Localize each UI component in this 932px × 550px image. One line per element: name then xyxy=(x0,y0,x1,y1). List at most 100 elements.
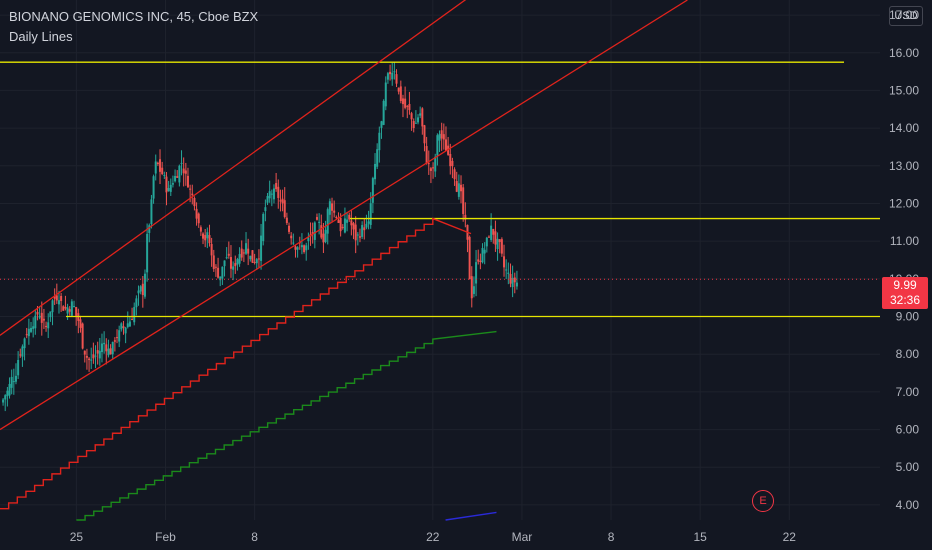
candle-body xyxy=(212,255,215,269)
candle-body xyxy=(475,262,478,284)
candle-body xyxy=(242,252,245,254)
candle-body xyxy=(268,191,271,199)
indicator-label[interactable]: Daily Lines xyxy=(9,29,73,44)
candle-body xyxy=(393,71,396,73)
candle-body xyxy=(245,243,248,254)
candle-body xyxy=(404,98,407,108)
candle-body xyxy=(139,286,142,292)
candle-body xyxy=(10,376,13,388)
candle-body xyxy=(457,183,460,197)
candle-body xyxy=(81,323,84,349)
candle-body xyxy=(331,203,334,211)
candle-body xyxy=(208,235,211,244)
x-tick-label: 8 xyxy=(251,530,258,544)
candle-body xyxy=(159,159,162,172)
candle-body xyxy=(12,381,15,383)
candle-body xyxy=(85,355,88,358)
candle-body xyxy=(462,187,465,214)
candle-body xyxy=(73,306,76,308)
candle-body xyxy=(505,269,508,271)
candle-body xyxy=(219,276,222,281)
candle-body xyxy=(311,232,314,235)
candle-body xyxy=(124,327,127,334)
candle-body xyxy=(485,237,488,247)
candle-body xyxy=(251,250,254,263)
candle-body xyxy=(350,220,353,226)
candle-body xyxy=(141,283,144,295)
candle-body xyxy=(296,247,299,250)
candle-body xyxy=(189,188,192,190)
candle-body xyxy=(103,342,106,345)
candle-body xyxy=(492,228,495,235)
y-tick-label: 8.00 xyxy=(896,347,920,361)
candle-body xyxy=(496,238,499,249)
drawing-lines xyxy=(0,0,880,521)
candle-body xyxy=(214,266,217,268)
candle-body xyxy=(294,246,297,250)
candle-body xyxy=(17,359,20,376)
candle-body xyxy=(19,354,22,356)
candle-body xyxy=(500,239,503,254)
y-tick-label: 11.00 xyxy=(890,234,919,248)
candle-body xyxy=(417,117,420,123)
candle-body xyxy=(513,277,516,283)
candlestick-series xyxy=(2,62,518,412)
candle-body xyxy=(410,113,413,120)
candle-body xyxy=(315,217,318,220)
step-line xyxy=(76,330,497,521)
currency-button[interactable]: USD xyxy=(889,6,923,26)
candle-body xyxy=(98,350,101,359)
candle-body xyxy=(92,354,95,359)
candle-body xyxy=(109,348,112,355)
candle-body xyxy=(111,341,114,355)
candle-body xyxy=(176,176,179,178)
candle-body xyxy=(320,225,323,238)
candle-body xyxy=(131,318,134,320)
candle-body xyxy=(57,300,60,305)
candle-body xyxy=(184,170,187,174)
chart-legend: BIONANO GENOMICS INC, 45, Cboe BZX Daily… xyxy=(9,8,258,45)
candle-body xyxy=(324,229,327,243)
candle-body xyxy=(68,309,71,312)
candle-body xyxy=(429,168,432,171)
candle-body xyxy=(64,306,67,309)
candle-body xyxy=(363,227,366,231)
candle-body xyxy=(199,227,202,232)
candle-body xyxy=(386,73,389,80)
candle-body xyxy=(378,132,381,151)
candle-body xyxy=(40,312,43,323)
candle-body xyxy=(455,181,458,192)
candle-body xyxy=(75,307,78,316)
candle-body xyxy=(464,214,467,220)
candle-body xyxy=(487,236,490,238)
symbol-title[interactable]: BIONANO GENOMICS INC, 45, Cboe BZX xyxy=(9,9,259,24)
candle-body xyxy=(25,334,28,336)
candle-body xyxy=(210,243,213,256)
candle-body xyxy=(399,86,402,101)
candle-body xyxy=(507,272,510,274)
y-tick-label: 13.00 xyxy=(889,159,919,173)
candle-body xyxy=(395,74,398,84)
candle-body xyxy=(283,200,286,218)
candle-body xyxy=(354,224,357,241)
earnings-icon[interactable]: E xyxy=(752,490,774,512)
candle-body xyxy=(384,82,387,107)
candle-body xyxy=(414,122,417,124)
candle-body xyxy=(389,71,392,75)
candle-body xyxy=(382,100,385,125)
candle-body xyxy=(348,214,351,220)
candle-body xyxy=(204,235,207,241)
candle-body xyxy=(88,358,91,361)
candle-body xyxy=(483,249,486,254)
candle-body xyxy=(105,344,108,352)
candle-body xyxy=(503,256,506,268)
candle-body xyxy=(94,355,97,357)
candle-body xyxy=(146,233,149,273)
candle-body xyxy=(279,200,282,202)
candle-body xyxy=(2,399,5,403)
candle-body xyxy=(343,218,346,233)
candle-body xyxy=(490,225,493,240)
candle-body xyxy=(171,183,174,185)
